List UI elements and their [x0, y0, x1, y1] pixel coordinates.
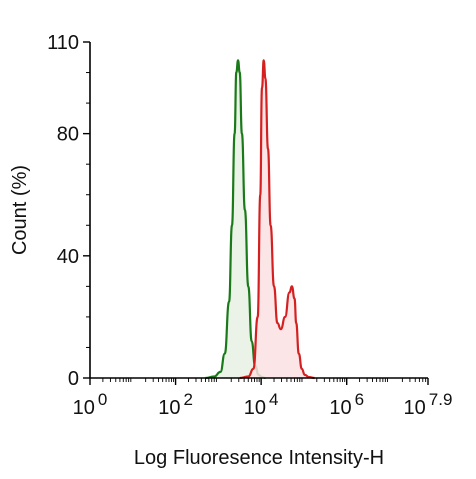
x-tick-label: 10 7.9: [404, 390, 453, 419]
y-tick-label: 80: [57, 124, 79, 146]
x-tick-base: 10: [158, 397, 180, 419]
x-tick-exponent: 7.9: [429, 390, 453, 409]
plot-area: [205, 59, 315, 380]
y-tick-label: 40: [57, 246, 79, 268]
axes: [83, 41, 429, 385]
x-axis-title: Log Fluoresence Intensity-H: [134, 447, 384, 469]
x-tick-base: 10: [244, 397, 266, 419]
y-tick-label: 0: [68, 368, 79, 390]
x-tick-exponent: 0: [98, 390, 107, 409]
x-tick-exponent: 2: [183, 390, 192, 409]
y-tick-label: 110: [47, 32, 79, 54]
series-2-line: [239, 59, 315, 380]
x-tick-base: 10: [73, 397, 95, 419]
x-tick-label: 10 0: [73, 390, 108, 419]
x-tick-label: 10 6: [329, 390, 364, 419]
y-axis-title: Count (%): [9, 165, 31, 255]
x-tick-label: 10 2: [158, 390, 193, 419]
x-tick-base: 10: [404, 397, 426, 419]
x-tick-label: 10 4: [244, 390, 279, 419]
x-tick-exponent: 6: [355, 390, 364, 409]
x-tick-exponent: 4: [269, 390, 278, 409]
series-1-area: [205, 60, 266, 379]
x-tick-base: 10: [329, 397, 351, 419]
